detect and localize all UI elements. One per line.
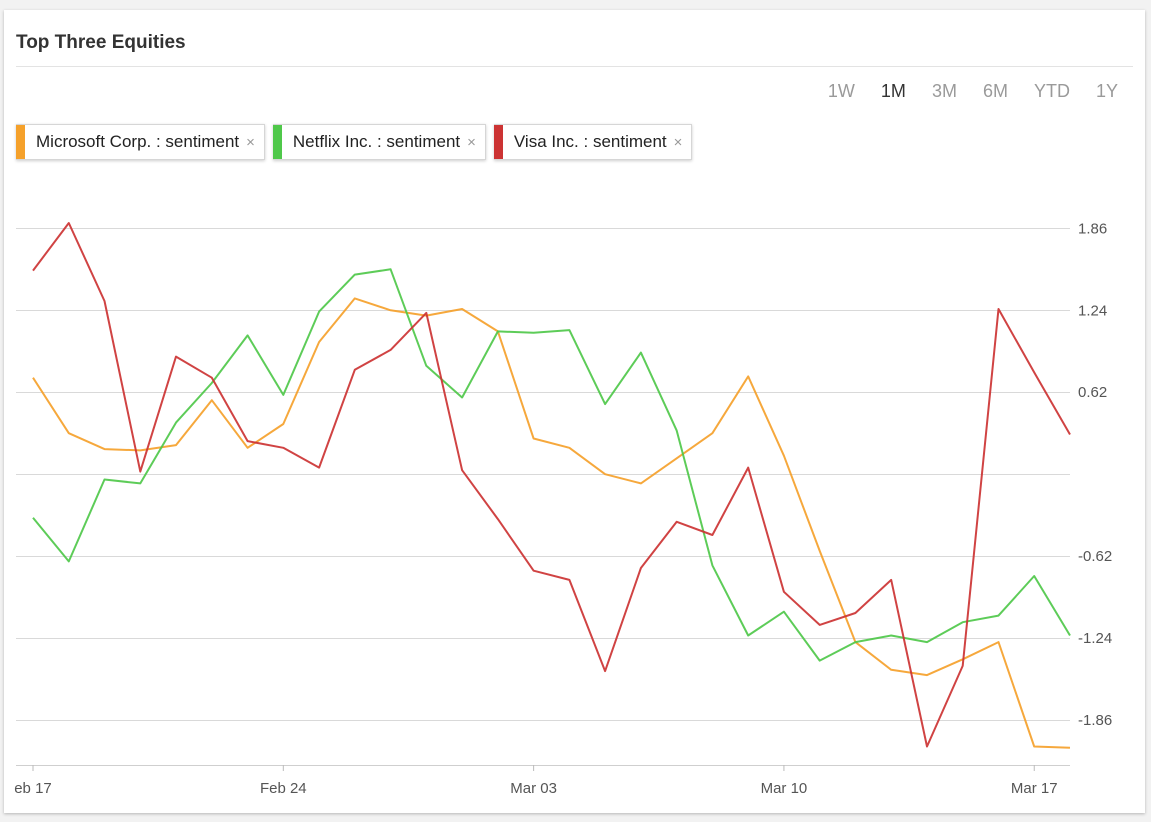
legend-swatch-visa xyxy=(493,125,503,159)
x-tick-label: Mar 03 xyxy=(510,780,557,797)
close-icon[interactable]: × xyxy=(673,133,683,151)
range-1m-button[interactable]: 1M xyxy=(880,81,906,101)
y-tick-label: -1.86 xyxy=(1078,712,1112,729)
x-tick-label: Mar 17 xyxy=(1011,780,1058,797)
y-tick-label: -0.62 xyxy=(1078,548,1112,565)
close-icon[interactable]: × xyxy=(246,133,255,151)
legend-chip-visa[interactable]: Visa Inc. : sentiment × xyxy=(493,124,693,160)
x-tick-label: Mar 10 xyxy=(761,780,808,797)
range-1y-button[interactable]: 1Y xyxy=(1095,81,1118,101)
sentiment-line-chart: 1.86 1.24 0.62 -0.62 -1.24 -1.86 eb 17 Feb 24 Ma… xyxy=(14,220,1112,797)
range-6m-button[interactable]: 6M xyxy=(982,81,1008,101)
chart-card: Top Three Equities 1W 1M 3M 6M YTD 1Y Mi… xyxy=(4,10,1145,813)
range-1w-button[interactable]: 1W xyxy=(827,81,855,101)
y-tick-label: 1.24 xyxy=(1078,302,1107,319)
card-title: Top Three Equities xyxy=(16,32,186,53)
series-line-2 xyxy=(32,222,1071,748)
series-line-1 xyxy=(32,268,1071,662)
x-tick-label: Feb 24 xyxy=(260,780,307,797)
legend-chip-netflix[interactable]: Netflix Inc. : sentiment × xyxy=(272,124,486,160)
range-selector: 1W 1M 3M 6M YTD 1Y xyxy=(815,81,1131,102)
y-tick-label: 1.86 xyxy=(1078,220,1107,237)
legend: Microsoft Corp. : sentiment × Netflix In… xyxy=(16,124,700,160)
series-line-0 xyxy=(32,297,1071,749)
legend-swatch-microsoft xyxy=(16,125,25,159)
legend-chip-microsoft[interactable]: Microsoft Corp. : sentiment × xyxy=(16,124,265,160)
x-tick-label: eb 17 xyxy=(14,780,52,797)
range-ytd-button[interactable]: YTD xyxy=(1033,81,1070,101)
legend-label-netflix: Netflix Inc. : sentiment xyxy=(292,132,461,151)
title-divider xyxy=(16,66,1133,67)
legend-label-visa: Visa Inc. : sentiment xyxy=(513,132,667,151)
legend-swatch-netflix xyxy=(272,125,282,159)
range-3m-button[interactable]: 3M xyxy=(931,81,957,101)
y-tick-label: 0.62 xyxy=(1078,384,1107,401)
close-icon[interactable]: × xyxy=(467,133,476,151)
y-tick-label: -1.24 xyxy=(1078,630,1112,647)
legend-label-microsoft: Microsoft Corp. : sentiment xyxy=(36,132,240,151)
